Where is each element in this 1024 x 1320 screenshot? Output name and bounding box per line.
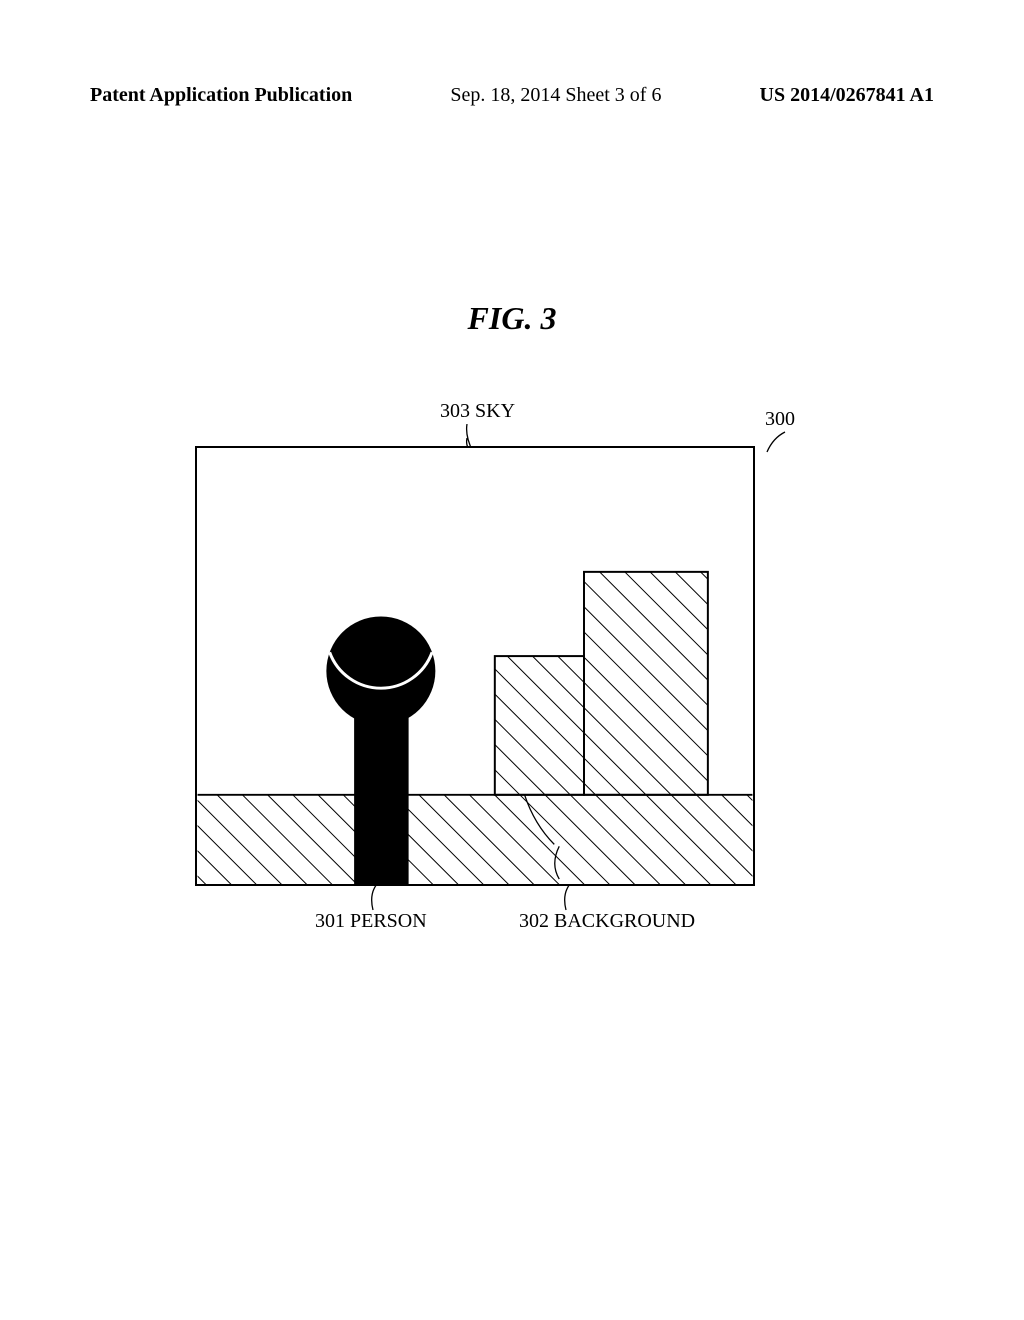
header-right-text: US 2014/0267841 A1 [760,84,934,107]
page-header: Patent Application Publication Sep. 18, … [0,84,1024,107]
label-300-frame: 300 [765,408,795,431]
header-center-text: Sep. 18, 2014 Sheet 3 of 6 [450,84,661,107]
label-303-sky: 303 SKY [440,400,515,423]
top-labels: 303 SKY 300 [195,400,785,446]
leader-300-icon [765,430,789,463]
figure-container: 303 SKY 300 3 [195,400,785,936]
label-301-person: 301 PERSON [315,910,427,933]
header-left-text: Patent Application Publication [90,84,352,107]
figure-title: FIG. 3 [0,300,1024,337]
diagram-svg [197,448,753,884]
label-302-background: 302 BACKGROUND [519,910,695,933]
bottom-labels: 301 PERSON 302 BACKGROUND [195,886,785,936]
figure-frame [195,446,755,886]
